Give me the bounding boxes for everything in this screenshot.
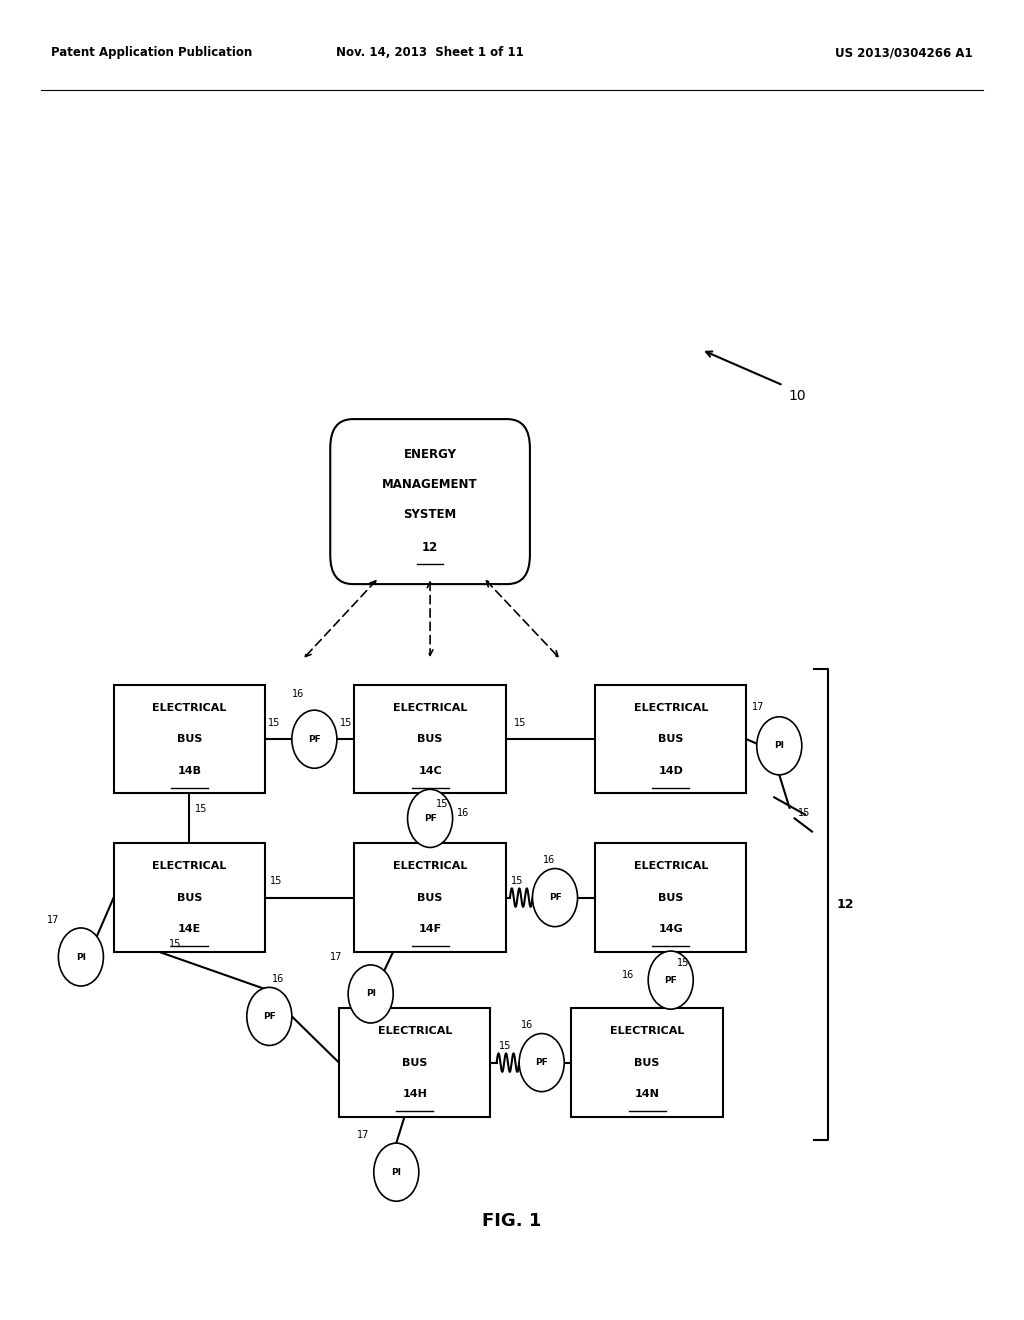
Text: BUS: BUS: [418, 892, 442, 903]
Circle shape: [348, 965, 393, 1023]
Text: 17: 17: [330, 952, 342, 962]
Text: 12: 12: [837, 899, 854, 911]
Text: PF: PF: [424, 814, 436, 822]
Text: MANAGEMENT: MANAGEMENT: [382, 478, 478, 491]
Text: ELECTRICAL: ELECTRICAL: [378, 1026, 452, 1036]
Bar: [595, 685, 746, 793]
Text: 15: 15: [195, 804, 207, 814]
Circle shape: [519, 1034, 564, 1092]
Text: 14G: 14G: [658, 924, 683, 935]
Circle shape: [532, 869, 578, 927]
Circle shape: [292, 710, 337, 768]
Text: ELECTRICAL: ELECTRICAL: [153, 702, 226, 713]
Text: 14D: 14D: [658, 766, 683, 776]
Text: PF: PF: [549, 894, 561, 902]
Text: PI: PI: [366, 990, 376, 998]
Text: BUS: BUS: [658, 734, 683, 744]
Text: 15: 15: [798, 808, 810, 818]
Text: 15: 15: [270, 876, 283, 887]
Text: 15: 15: [511, 876, 523, 887]
Bar: [571, 1008, 723, 1117]
Text: PI: PI: [774, 742, 784, 750]
Text: Patent Application Publication: Patent Application Publication: [51, 46, 253, 59]
Text: 12: 12: [422, 541, 438, 554]
Text: 16: 16: [292, 689, 304, 700]
Text: ELECTRICAL: ELECTRICAL: [393, 702, 467, 713]
Circle shape: [247, 987, 292, 1045]
Text: 15: 15: [268, 718, 281, 729]
Bar: [114, 843, 265, 952]
Circle shape: [648, 950, 693, 1008]
Text: ENERGY: ENERGY: [403, 447, 457, 461]
Text: 17: 17: [357, 1130, 370, 1140]
Text: PI: PI: [76, 953, 86, 961]
Text: 14E: 14E: [178, 924, 201, 935]
Text: 15: 15: [340, 718, 352, 729]
Text: 14N: 14N: [635, 1089, 659, 1100]
Text: 14H: 14H: [402, 1089, 427, 1100]
Text: 16: 16: [457, 808, 469, 818]
Text: 15: 15: [514, 718, 526, 729]
Text: 17: 17: [752, 702, 764, 713]
Text: 16: 16: [543, 855, 555, 866]
Circle shape: [408, 789, 453, 847]
Text: BUS: BUS: [418, 734, 442, 744]
Text: 16: 16: [272, 974, 285, 985]
Text: 14F: 14F: [419, 924, 441, 935]
Text: 14B: 14B: [177, 766, 202, 776]
Text: FIG. 1: FIG. 1: [482, 1212, 542, 1230]
Text: US 2013/0304266 A1: US 2013/0304266 A1: [836, 46, 973, 59]
Text: 17: 17: [47, 915, 59, 925]
Text: PI: PI: [391, 1168, 401, 1176]
Text: BUS: BUS: [635, 1057, 659, 1068]
Text: ELECTRICAL: ELECTRICAL: [610, 1026, 684, 1036]
Text: ELECTRICAL: ELECTRICAL: [153, 861, 226, 871]
Circle shape: [58, 928, 103, 986]
Text: 15: 15: [436, 799, 449, 809]
Text: 10: 10: [788, 389, 806, 404]
Text: 15: 15: [677, 958, 689, 969]
Text: PF: PF: [263, 1012, 275, 1020]
Text: BUS: BUS: [177, 892, 202, 903]
Bar: [114, 685, 265, 793]
Text: 14C: 14C: [418, 766, 442, 776]
Bar: [354, 685, 506, 793]
Text: 16: 16: [622, 969, 634, 979]
Text: BUS: BUS: [402, 1057, 427, 1068]
Text: 16: 16: [521, 1020, 534, 1031]
FancyBboxPatch shape: [330, 420, 530, 583]
Circle shape: [374, 1143, 419, 1201]
Text: ELECTRICAL: ELECTRICAL: [634, 702, 708, 713]
Text: PF: PF: [308, 735, 321, 743]
Text: PF: PF: [536, 1059, 548, 1067]
Text: 15: 15: [169, 939, 181, 949]
Text: Nov. 14, 2013  Sheet 1 of 11: Nov. 14, 2013 Sheet 1 of 11: [336, 46, 524, 59]
Text: ELECTRICAL: ELECTRICAL: [634, 861, 708, 871]
Bar: [339, 1008, 490, 1117]
Bar: [595, 843, 746, 952]
Bar: [354, 843, 506, 952]
Text: PF: PF: [665, 975, 677, 985]
Text: SYSTEM: SYSTEM: [403, 508, 457, 521]
Text: BUS: BUS: [658, 892, 683, 903]
Text: 15: 15: [499, 1041, 511, 1052]
Circle shape: [757, 717, 802, 775]
Text: ELECTRICAL: ELECTRICAL: [393, 861, 467, 871]
Text: BUS: BUS: [177, 734, 202, 744]
